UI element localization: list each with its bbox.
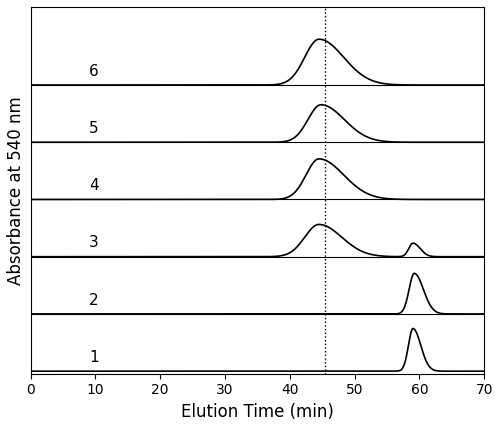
Text: 3: 3 (89, 235, 99, 250)
X-axis label: Elution Time (min): Elution Time (min) (181, 403, 334, 421)
Text: 1: 1 (89, 350, 99, 365)
Text: 5: 5 (89, 121, 99, 136)
Text: 2: 2 (89, 293, 99, 308)
Y-axis label: Absorbance at 540 nm: Absorbance at 540 nm (7, 96, 25, 285)
Text: 4: 4 (89, 178, 99, 193)
Text: 6: 6 (89, 64, 99, 79)
